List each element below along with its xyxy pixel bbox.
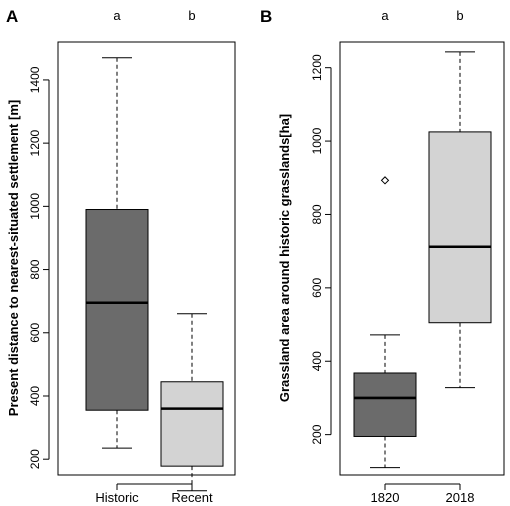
panel-a-y-tick-label: 400 xyxy=(28,386,42,406)
panel-b-significance-letter: b xyxy=(456,8,463,23)
panel-a-y-tick-label: 1000 xyxy=(28,193,42,220)
panel-a-plot-frame xyxy=(57,41,236,476)
panel-a-x-tick-label: Recent xyxy=(171,490,213,505)
panel-b-significance-letter: a xyxy=(381,8,389,23)
panel-a-significance-letter: a xyxy=(113,8,121,23)
panel-b: B Grassland area around historic grassla… xyxy=(260,7,505,505)
panel-a-y-tick-label: 1200 xyxy=(28,129,42,156)
panel-b-y-tick-label: 200 xyxy=(310,424,324,444)
panel-a-y-tick-label: 1400 xyxy=(28,66,42,93)
panel-a-y-axis-label: Present distance to nearest-situated set… xyxy=(6,100,21,416)
panel-b-box xyxy=(353,372,417,437)
panel-a-significance-letter: b xyxy=(188,8,195,23)
panel-a-y-tick-label: 200 xyxy=(28,449,42,469)
panel-b-letter: B xyxy=(260,7,272,26)
panel-b-y-tick-label: 1200 xyxy=(310,54,324,81)
panel-a-box xyxy=(85,209,149,411)
panel-b-x-tick-label: 2018 xyxy=(446,490,475,505)
panel-b-plot-frame xyxy=(339,41,505,476)
panel-b-y-tick-label: 600 xyxy=(310,278,324,298)
panel-a-letter: A xyxy=(6,7,18,26)
panel-b-y-tick-label: 800 xyxy=(310,204,324,224)
panel-b-outlier-point xyxy=(380,176,390,185)
panel-b-y-tick-label: 1000 xyxy=(310,127,324,154)
panel-b-x-tick-label: 1820 xyxy=(371,490,400,505)
panel-b-y-axis-label: Grassland area around historic grassland… xyxy=(277,114,292,402)
panel-b-box xyxy=(428,131,492,324)
panel-a-y-tick-label: 800 xyxy=(28,259,42,279)
panel-a-y-tick-label: 600 xyxy=(28,322,42,342)
panel-a: A Present distance to nearest-situated s… xyxy=(6,7,236,505)
panel-a-x-tick-label: Historic xyxy=(95,490,139,505)
panel-b-y-tick-label: 400 xyxy=(310,351,324,371)
panel-a-box xyxy=(160,381,224,467)
